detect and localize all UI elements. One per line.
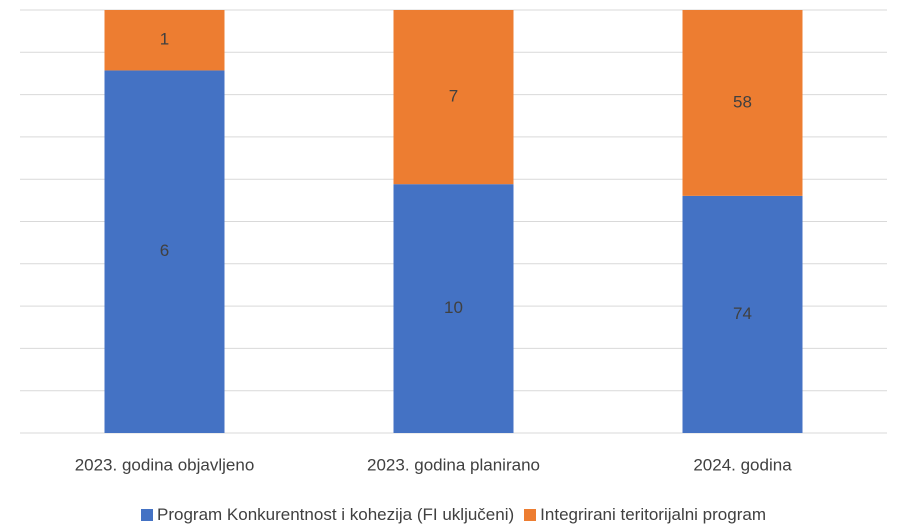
bar-segment [104, 10, 225, 71]
x-tick-label: 2023. godina planirano [367, 455, 540, 474]
x-tick-label: 2023. godina objavljeno [75, 455, 255, 474]
data-label: 1 [160, 30, 169, 49]
chart: 6 1 2023. godina objavljeno 10 7 2023. godina… [20, 9, 887, 474]
data-label: 7 [449, 87, 458, 106]
legend-label: Program Konkurentnost i kohezija (FI ukl… [157, 505, 515, 524]
legend-item: Program Konkurentnost i kohezija (FI ukl… [141, 505, 514, 525]
legend-swatch [141, 509, 153, 521]
x-tick-label: 2024. godina [693, 455, 792, 474]
legend-label: Integrirani teritorijalni program [540, 505, 766, 524]
data-label: 58 [733, 92, 752, 111]
legend-item: Integrirani teritorijalni program [524, 505, 766, 525]
bar-segment [682, 10, 803, 196]
data-label: 6 [160, 241, 169, 260]
bar-segment [393, 10, 514, 185]
bar-segment [682, 195, 803, 433]
legend-swatch [524, 509, 537, 521]
data-label: 10 [444, 298, 463, 317]
data-label: 74 [733, 304, 752, 323]
legend: Program Konkurentnost i kohezija (FI ukl… [0, 505, 907, 525]
bar-segment [393, 184, 514, 433]
bar-segment [104, 70, 225, 433]
